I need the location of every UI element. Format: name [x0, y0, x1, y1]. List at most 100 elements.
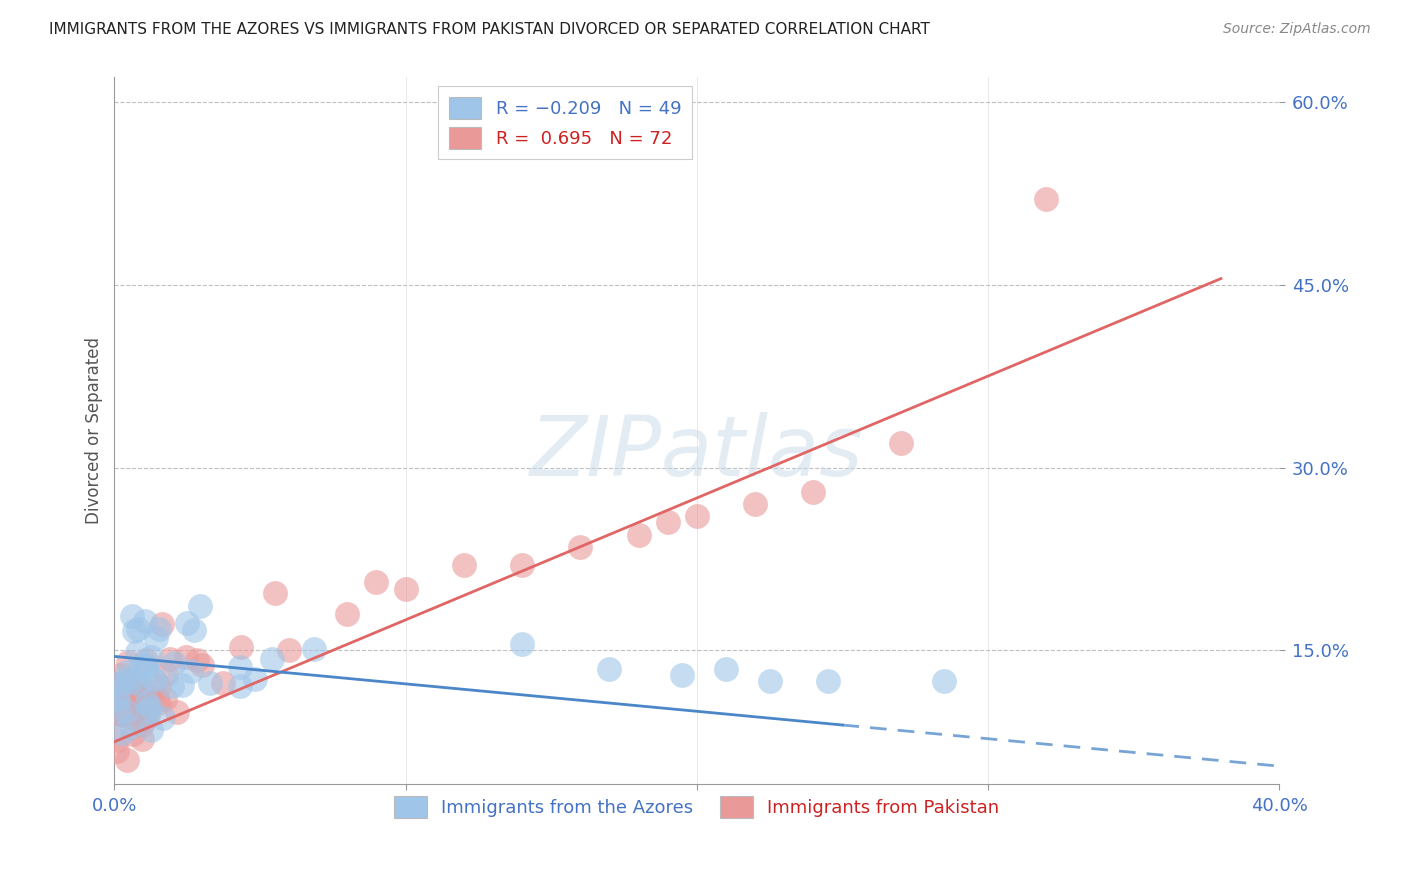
Point: [671, 667, 693, 681]
Point: [150, 616, 173, 631]
Point: [191, 658, 214, 673]
Point: [128, 659, 150, 673]
Point: [163, 656, 186, 670]
Text: IMMIGRANTS FROM THE AZORES VS IMMIGRANTS FROM PAKISTAN DIVORCED OR SEPARATED COR: IMMIGRANTS FROM THE AZORES VS IMMIGRANTS…: [49, 22, 931, 37]
Point: [111, 708, 134, 723]
Point: [121, 691, 143, 706]
Point: [107, 683, 129, 698]
Point: [627, 527, 650, 541]
Point: [108, 677, 131, 691]
Point: [127, 674, 149, 689]
Point: [135, 657, 157, 672]
Point: [136, 690, 159, 704]
Point: [598, 662, 620, 676]
Point: [110, 707, 132, 722]
Point: [453, 558, 475, 572]
Point: [134, 614, 156, 628]
Point: [801, 484, 824, 499]
Point: [121, 609, 143, 624]
Point: [111, 726, 134, 740]
Point: [243, 672, 266, 686]
Point: [162, 680, 184, 694]
Point: [134, 712, 156, 726]
Point: [135, 660, 157, 674]
Point: [152, 711, 174, 725]
Point: [110, 681, 132, 695]
Point: [304, 642, 326, 657]
Point: [136, 696, 159, 710]
Point: [107, 700, 129, 714]
Point: [135, 652, 157, 666]
Point: [115, 665, 138, 679]
Point: [117, 671, 139, 685]
Point: [131, 718, 153, 732]
Point: [263, 586, 285, 600]
Point: [117, 699, 139, 714]
Point: [142, 671, 165, 685]
Point: [124, 693, 146, 707]
Point: [212, 676, 235, 690]
Point: [105, 744, 128, 758]
Point: [510, 637, 533, 651]
Point: [105, 677, 128, 691]
Point: [125, 690, 148, 704]
Point: [817, 673, 839, 688]
Y-axis label: Divorced or Separated: Divorced or Separated: [86, 337, 103, 524]
Point: [336, 607, 359, 621]
Point: [108, 668, 131, 682]
Point: [260, 652, 283, 666]
Point: [231, 640, 253, 655]
Point: [115, 753, 138, 767]
Point: [186, 653, 208, 667]
Point: [127, 645, 149, 659]
Point: [890, 436, 912, 450]
Point: [131, 732, 153, 747]
Point: [122, 726, 145, 740]
Point: [510, 558, 533, 572]
Point: [112, 707, 135, 722]
Point: [122, 624, 145, 638]
Point: [143, 673, 166, 688]
Point: [122, 697, 145, 711]
Point: [136, 695, 159, 709]
Point: [105, 695, 128, 709]
Point: [107, 705, 129, 719]
Point: [148, 696, 170, 710]
Point: [183, 623, 205, 637]
Point: [714, 662, 737, 676]
Point: [934, 673, 956, 688]
Point: [278, 643, 301, 657]
Point: [744, 497, 766, 511]
Point: [366, 574, 388, 589]
Point: [105, 693, 128, 707]
Point: [198, 676, 221, 690]
Point: [229, 679, 252, 693]
Point: [107, 690, 129, 705]
Point: [188, 599, 211, 614]
Point: [153, 692, 176, 706]
Point: [139, 699, 162, 714]
Point: [136, 708, 159, 723]
Point: [176, 615, 198, 630]
Text: ZIPatlas: ZIPatlas: [530, 411, 863, 492]
Point: [112, 685, 135, 699]
Point: [1035, 192, 1057, 206]
Point: [129, 686, 152, 700]
Point: [174, 650, 197, 665]
Point: [148, 622, 170, 636]
Point: [127, 677, 149, 691]
Point: [569, 540, 592, 554]
Point: [111, 685, 134, 699]
Point: [114, 703, 136, 717]
Point: [229, 660, 252, 674]
Point: [148, 679, 170, 693]
Point: [155, 666, 177, 681]
Point: [117, 656, 139, 670]
Point: [128, 677, 150, 691]
Point: [139, 650, 162, 665]
Point: [105, 708, 128, 723]
Point: [159, 652, 181, 666]
Legend: Immigrants from the Azores, Immigrants from Pakistan: Immigrants from the Azores, Immigrants f…: [387, 789, 1007, 825]
Point: [145, 632, 167, 646]
Point: [120, 709, 142, 723]
